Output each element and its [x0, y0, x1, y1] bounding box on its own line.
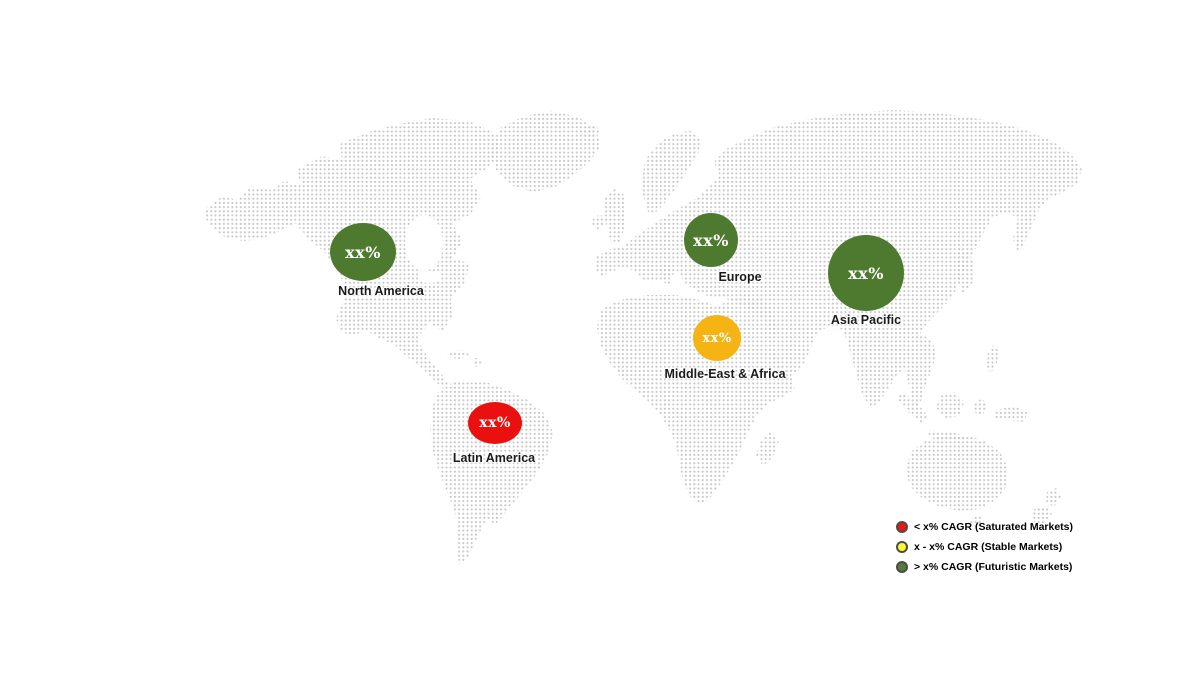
islands-caribbean [447, 350, 470, 359]
island-new-zealand-north [1046, 488, 1061, 507]
bubble-value-north-america: xx% [345, 242, 381, 262]
bubble-value-latin-america: xx% [479, 415, 511, 431]
great-lakes-water [418, 271, 442, 283]
label-europe: Europe [718, 270, 762, 284]
island-sumatra [897, 392, 928, 424]
bubble-latin-america: xx% [468, 402, 522, 444]
island-tasmania [970, 515, 984, 528]
legend-item-label-futuristic: > x% CAGR (Futuristic Markets) [914, 561, 1073, 573]
legend-dot-saturated-icon [896, 521, 908, 533]
label-middle-east-africa: Middle-East & Africa [664, 367, 786, 381]
continent-australia [905, 435, 1008, 511]
island-iceland [582, 124, 601, 137]
continent-africa [597, 295, 795, 505]
bubble-value-europe: xx% [693, 230, 729, 250]
island-ireland [592, 214, 605, 230]
island-sulawesi [974, 398, 988, 416]
label-north-america: North America [338, 284, 424, 298]
label-latin-america: Latin America [452, 451, 536, 465]
bubble-value-asia-pacific: xx% [848, 263, 884, 283]
island-new-guinea [994, 406, 1028, 422]
bubble-value-middle-east-africa: xx% [702, 330, 732, 346]
legend-dot-futuristic-icon [896, 561, 908, 573]
peninsula-italy [660, 264, 674, 284]
continents [204, 110, 1082, 565]
legend-item-stable: x - x% CAGR (Stable Markets) [896, 541, 1073, 553]
islands-japan [956, 246, 975, 294]
legend-item-futuristic: > x% CAGR (Futuristic Markets) [896, 561, 1073, 573]
island-borneo [936, 392, 964, 418]
bubble-middle-east-africa: xx% [693, 315, 741, 361]
hudson-bay-water [405, 215, 443, 271]
island-great-britain [604, 189, 626, 244]
islands-caribbean-east [472, 357, 482, 367]
islands-philippines [986, 344, 1000, 374]
bubble-europe: xx% [684, 213, 738, 267]
peninsula-scandinavia [641, 131, 701, 214]
legend-item-saturated: < x% CAGR (Saturated Markets) [896, 521, 1073, 533]
island-madagascar [756, 431, 779, 466]
label-asia-pacific: Asia Pacific [830, 313, 902, 327]
island-new-zealand-south [1031, 506, 1052, 526]
continent-greenland [488, 111, 601, 192]
bubble-north-america: xx% [330, 223, 396, 281]
legend: < x% CAGR (Saturated Markets) x - x% CAG… [896, 521, 1073, 581]
legend-item-label-stable: x - x% CAGR (Stable Markets) [914, 541, 1063, 553]
legend-item-label-saturated: < x% CAGR (Saturated Markets) [914, 521, 1074, 533]
continent-south-america [430, 380, 553, 565]
bubble-asia-pacific: xx% [828, 235, 904, 311]
legend-dot-stable-icon [896, 541, 908, 553]
